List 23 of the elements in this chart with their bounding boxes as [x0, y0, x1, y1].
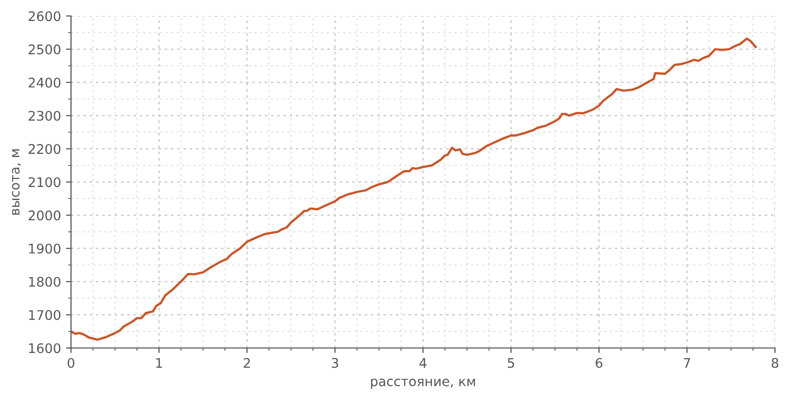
y-tick-label: 1900	[29, 244, 60, 254]
y-tick-label: 2000	[28, 210, 60, 220]
x-tick-label: 0	[68, 358, 74, 368]
x-tick-label: 5	[508, 358, 514, 368]
y-axis-title: высота, м	[12, 149, 21, 215]
y-tick-label: 2400	[28, 78, 60, 88]
x-tick-label: 6	[596, 358, 602, 368]
y-tick-label: 2600	[28, 11, 60, 22]
x-tick-label: 1	[156, 358, 162, 368]
x-tick-label: 3	[332, 358, 338, 368]
y-tick-label: 1600	[29, 343, 60, 354]
y-tick-label: 1800	[29, 276, 60, 287]
y-tick-label: 1700	[29, 310, 60, 320]
y-tick-label: 2500	[28, 44, 60, 54]
y-tick-label: 2100	[28, 177, 60, 188]
x-tick-label: 7	[684, 358, 690, 368]
x-tick-label: 2	[244, 358, 250, 368]
y-tick-label: 2200	[28, 144, 60, 154]
y-tick-label: 2300	[28, 110, 60, 121]
line-series	[71, 37, 757, 341]
x-axis-title: расстояние, км	[371, 378, 475, 389]
x-tick-label: 8	[772, 358, 778, 368]
x-tick-label: 4	[419, 358, 426, 368]
